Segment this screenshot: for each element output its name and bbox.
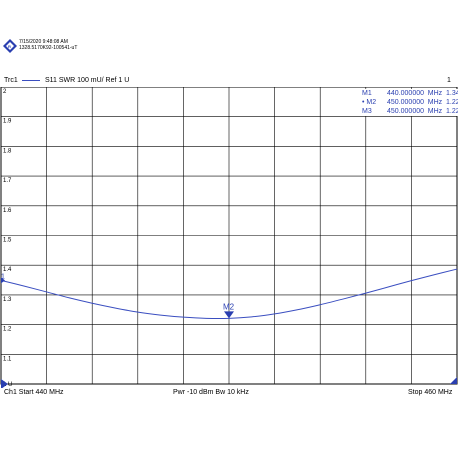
channel-start-label: Ch1 Start 440 MHz (4, 389, 64, 396)
marker-name: M3 (362, 108, 372, 115)
y-tick-label: 1.1 (3, 356, 12, 362)
y-tick-label: 1.5 (3, 238, 12, 244)
timestamp: 7/15/2020 9:48:08 AM (19, 39, 68, 45)
y-tick-label: 1.2 (3, 327, 12, 333)
marker-frequency: 450.000000 (387, 108, 424, 115)
stop-frequency-label: Stop 460 MHz (408, 389, 453, 396)
marker-m2-label: M2 (223, 302, 235, 311)
marker-name: • M2 (362, 99, 377, 106)
marker-unit: MHz (427, 108, 443, 115)
marker-value: 1.221 U (446, 108, 458, 115)
trace-color-swatch (22, 80, 40, 81)
ref-level-arrow-right (450, 377, 457, 384)
ref-level-arrow-left (1, 379, 8, 388)
y-tick-label: 1.3 (3, 297, 12, 303)
y-tick-label: 2 (3, 89, 7, 95)
marker-frequency: 450.000000 (387, 99, 424, 106)
marker-1-label: 1 (1, 273, 5, 280)
marker-frequency: 440.000000 (387, 90, 424, 97)
y-tick-label: 1.4 (3, 267, 12, 273)
y-tick-label: 1.9 (3, 119, 12, 125)
swr-plot[interactable]: 2 1.9 1.8 1.7 1.6 1.5 1.4 1.3 1.2 1.1 1 U 1 M2 (0, 87, 458, 388)
instrument-id: 1328.5170K92-100541-uT (19, 45, 78, 51)
marker-name: M1 (362, 90, 372, 97)
rohde-schwarz-logo: R (3, 39, 17, 53)
y-tick-label: 1 U (3, 382, 12, 388)
marker-value: 1.221 U (446, 99, 458, 106)
y-tick-label: 1.8 (3, 148, 12, 154)
marker-unit: MHz (427, 99, 443, 106)
marker-unit: MHz (427, 90, 443, 97)
trace-description[interactable]: S11 SWR 100 mU/ Ref 1 U (45, 77, 130, 84)
power-bandwidth-label: Pwr -10 dBm Bw 10 kHz (173, 389, 249, 396)
y-tick-label: 1.7 (3, 178, 12, 184)
marker-m2-triangle[interactable] (224, 311, 234, 319)
marker-1-triangle[interactable] (1, 277, 5, 284)
svg-text:R: R (8, 44, 11, 49)
window-number: 1 (447, 77, 451, 84)
marker-value: 1.349 U (446, 90, 458, 97)
trace-label[interactable]: Trc1 (4, 77, 18, 84)
y-tick-label: 1.6 (3, 208, 12, 214)
